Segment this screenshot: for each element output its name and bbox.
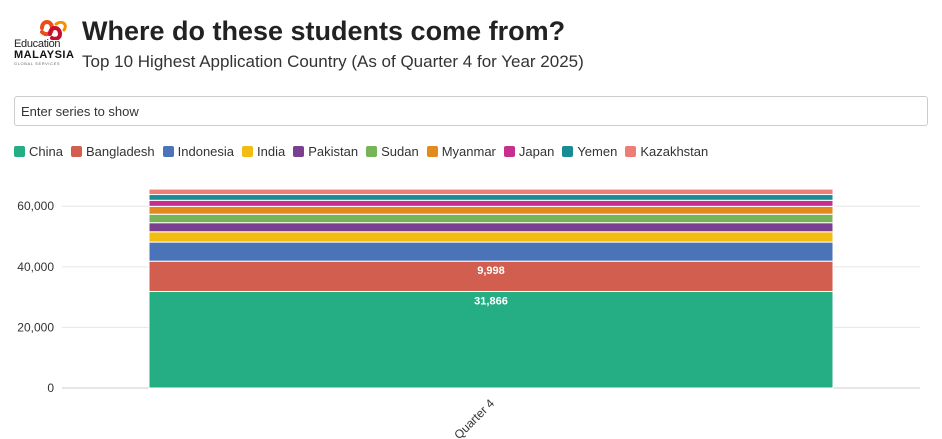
legend-item-yemen[interactable]: Yemen <box>562 144 617 159</box>
y-tick-label: 60,000 <box>17 199 54 213</box>
legend-item-pakistan[interactable]: Pakistan <box>293 144 358 159</box>
legend-swatch <box>366 146 378 157</box>
y-tick-label: 0 <box>47 381 54 395</box>
legend-label: Bangladesh <box>85 144 155 159</box>
logo-text-education: Education <box>14 38 61 50</box>
bar-segment-pakistan <box>148 222 834 233</box>
legend-item-myanmar[interactable]: Myanmar <box>426 144 496 159</box>
legend-label: India <box>257 144 286 159</box>
chart-subtitle: Top 10 Highest Application Country (As o… <box>82 52 584 71</box>
y-tick-label: 40,000 <box>17 260 54 274</box>
chart-legend: China Bangladesh Indonesia India Pakistan Sud… <box>14 144 716 159</box>
legend-item-china[interactable]: China <box>14 144 63 159</box>
legend-label: Yemen <box>577 144 618 159</box>
legend-item-kazakhstan[interactable]: Kazakhstan <box>625 144 708 159</box>
legend-item-india[interactable]: India <box>242 144 285 159</box>
legend-swatch <box>293 146 305 157</box>
bar-segment-sudan <box>148 213 834 224</box>
legend-label: Myanmar <box>441 144 496 159</box>
bar-segment-kazakhstan <box>148 188 834 196</box>
bar-segment-yemen <box>148 194 834 201</box>
legend-item-indonesia[interactable]: Indonesia <box>162 144 235 159</box>
legend-item-japan[interactable]: Japan <box>503 144 555 159</box>
legend-swatch <box>503 146 515 157</box>
legend-swatch <box>562 146 574 157</box>
legend-label: Japan <box>518 144 555 159</box>
bar-segment-indonesia <box>148 241 834 262</box>
legend-label: Indonesia <box>177 144 235 159</box>
series-search-input[interactable] <box>14 96 928 126</box>
logo-mark-icon <box>40 20 67 40</box>
legend-item-bangladesh[interactable]: Bangladesh <box>70 144 155 159</box>
bar-segment-bangladesh <box>148 260 834 292</box>
data-label-china: 31,866 <box>474 295 508 307</box>
y-tick-label: 20,000 <box>17 320 54 334</box>
legend-label: Sudan <box>381 144 419 159</box>
legend-swatch <box>242 146 254 157</box>
bar-segment-myanmar <box>148 205 834 215</box>
legend-swatch <box>625 146 637 157</box>
x-tick-label: Quarter 4 <box>451 396 497 439</box>
logo-text-global-services: GLOBAL SERVICES <box>14 61 61 66</box>
legend-label: Kazakhstan <box>640 144 709 159</box>
bar-segment-japan <box>148 199 834 207</box>
chart-title: Where do these students come from? <box>82 16 566 46</box>
legend-label: China <box>29 144 63 159</box>
logo-text-malaysia: MALAYSIA <box>14 49 75 61</box>
legend-swatch <box>70 146 82 157</box>
legend-item-sudan[interactable]: Sudan <box>366 144 419 159</box>
bar-segment-india <box>148 231 834 243</box>
legend-swatch <box>14 146 25 157</box>
legend-swatch <box>162 146 174 157</box>
data-label-bangladesh: 9,998 <box>477 265 505 277</box>
legend-swatch <box>426 146 438 157</box>
education-malaysia-logo: Education MALAYSIA GLOBAL SERVICES <box>14 18 76 66</box>
stacked-bar-chart: 0 20,000 40,000 60,000 31,866 9,998 Quarter 4 <box>17 188 920 439</box>
legend-label: Pakistan <box>308 144 359 159</box>
